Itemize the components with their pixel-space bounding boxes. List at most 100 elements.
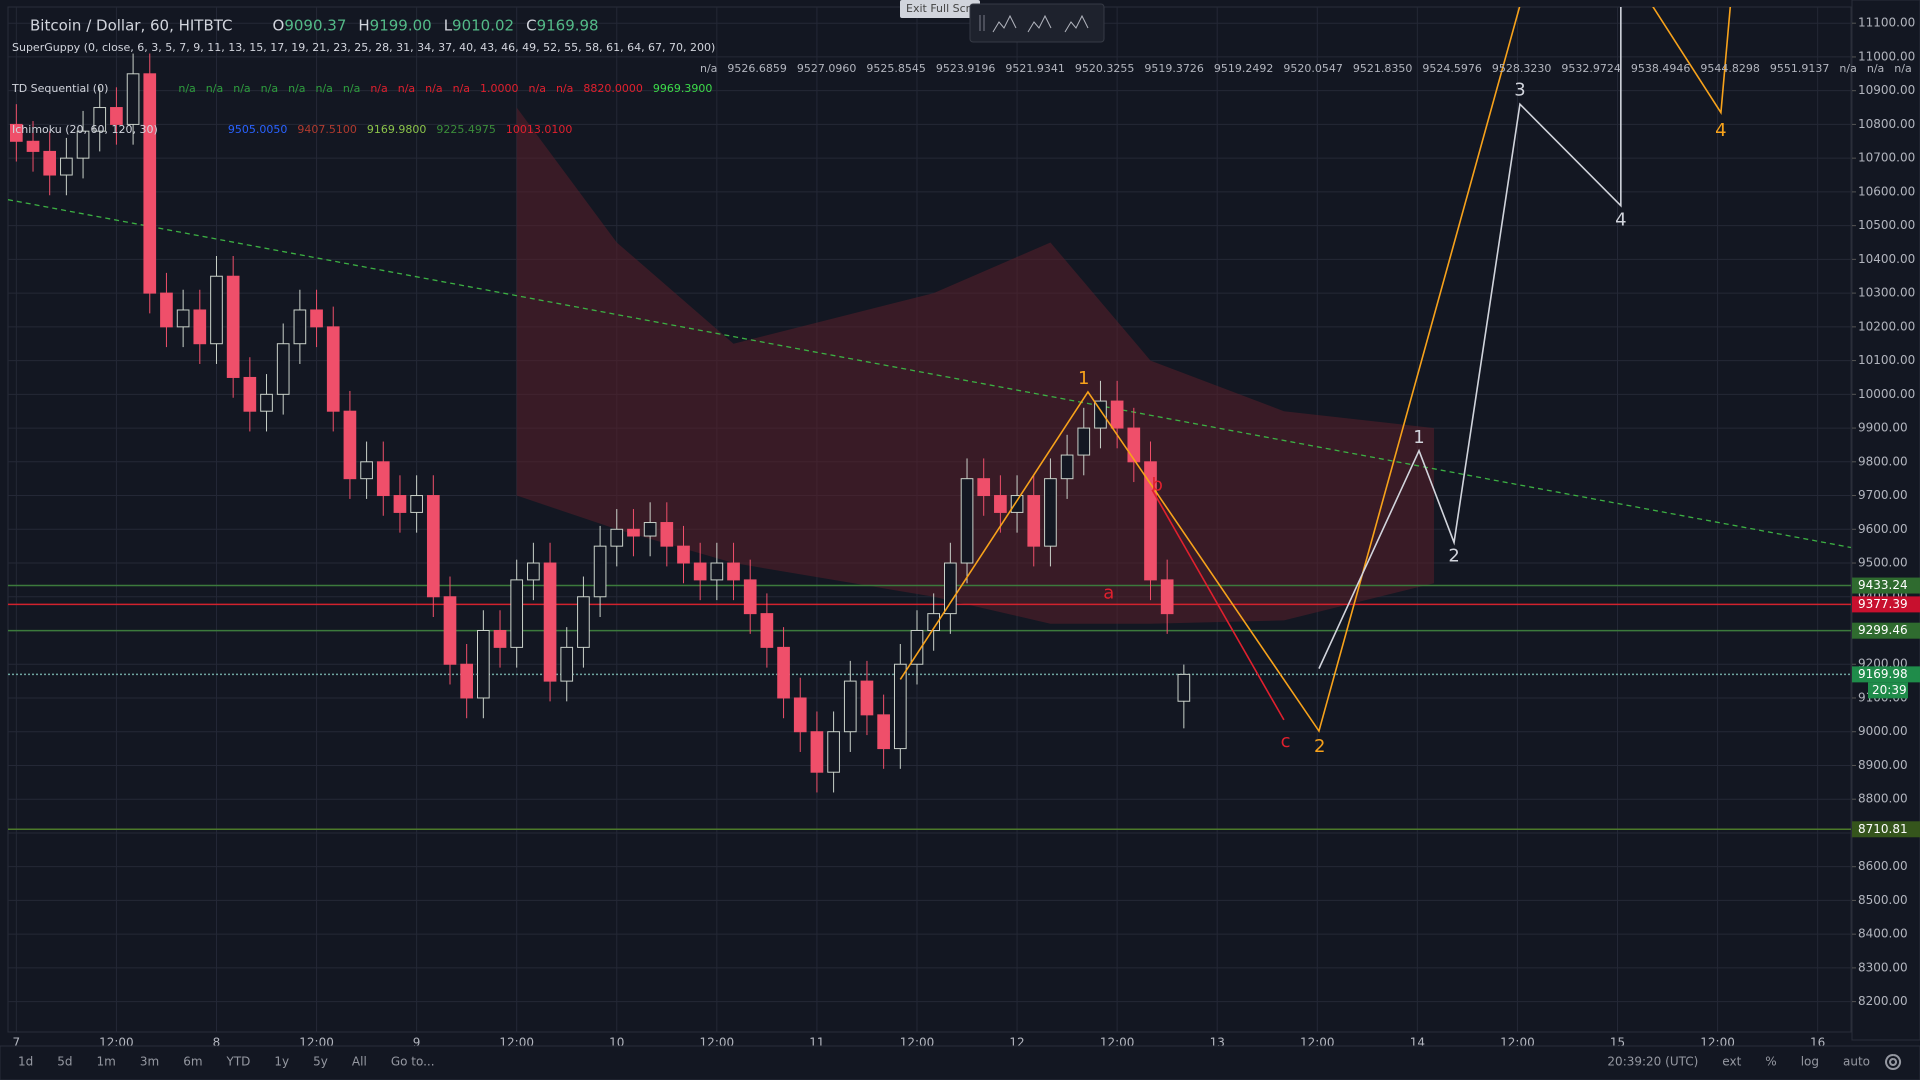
candle-body [960, 478, 974, 564]
candle-body [43, 150, 57, 176]
candle-body [810, 731, 824, 773]
candle-body [543, 562, 557, 682]
candle-body [1010, 495, 1024, 513]
tool-icon[interactable] [1027, 14, 1052, 33]
candle-body [793, 697, 807, 733]
indicator-value: n/a [556, 82, 573, 95]
candle-body [893, 663, 907, 750]
candle-body [176, 309, 190, 328]
candle-body [160, 292, 173, 328]
indicator-value: n/a [370, 82, 387, 95]
drawing-toolbar-bg [969, 3, 1105, 43]
indicator-value: 9532.9724 [1561, 62, 1621, 75]
candle-body [560, 646, 574, 682]
candle-body [743, 579, 757, 615]
wave-label: 1 [1413, 427, 1424, 448]
tool-icon[interactable] [992, 14, 1017, 33]
ohlc-value: 9199.00 [370, 17, 432, 35]
range-button[interactable]: Go to... [391, 1055, 435, 1069]
wave-label: 4 [1615, 210, 1626, 231]
candle-body [1110, 400, 1124, 429]
indicator-value: n/a [700, 62, 717, 75]
price-label-bg [1852, 577, 1920, 594]
toolbar-option[interactable]: % [1765, 1055, 1776, 1069]
candle-body [1144, 461, 1157, 581]
indicator-value: 9519.3726 [1144, 62, 1204, 75]
price-label: 9169.98 [1858, 667, 1908, 681]
candle-body [360, 461, 373, 480]
candle-body [477, 630, 490, 699]
y-tick-label: 10300.00 [1858, 286, 1915, 300]
y-tick-label: 9900.00 [1858, 421, 1908, 435]
price-label-bg [1852, 666, 1920, 683]
indicator-value: 9525.8545 [866, 62, 926, 75]
indicator-value: 8820.0000 [583, 82, 643, 95]
y-tick-label: 11000.00 [1858, 49, 1915, 63]
candle-body [1127, 427, 1141, 463]
candle-body [1160, 579, 1174, 615]
toolbar-option[interactable]: auto [1843, 1055, 1870, 1069]
candle-body [326, 326, 340, 412]
tool-icon[interactable] [1064, 14, 1089, 33]
ohlc-key: L [444, 17, 453, 35]
toolbar-option[interactable]: log [1801, 1055, 1819, 1069]
candle-body [977, 478, 991, 497]
indicator-name[interactable]: TD Sequential (0) [11, 82, 108, 95]
toolbar-option[interactable]: ext [1722, 1055, 1741, 1069]
indicator-value: 9407.5100 [297, 123, 357, 136]
range-button[interactable]: YTD [226, 1055, 251, 1069]
range-button[interactable]: 5y [313, 1055, 328, 1069]
candle-body [410, 495, 423, 513]
price-label: 8710.81 [1858, 822, 1908, 836]
indicator-value: 9521.9341 [1005, 62, 1065, 75]
plot: 1 2 4 1 2 3 4 a b c [8, 7, 1851, 831]
range-button[interactable]: 6m [183, 1055, 202, 1069]
candle-body [243, 376, 257, 412]
indicator-value: 9538.4946 [1631, 62, 1691, 75]
candle-body [1177, 673, 1191, 702]
candle-body [143, 73, 157, 294]
candle-body [443, 596, 457, 665]
indicator-value: n/a [1867, 62, 1884, 75]
indicator-name[interactable]: Ichimoku (20, 60, 120, 30) [12, 123, 158, 136]
indicator-value: 9524.5976 [1422, 62, 1482, 75]
price-label: 9299.46 [1858, 623, 1908, 637]
candle-body [460, 663, 474, 699]
indicator-name[interactable]: SuperGuppy (0, close, 6, 3, 5, 7, 9, 11,… [12, 41, 715, 54]
candle-body [677, 545, 690, 564]
indicator-value: 9521.8350 [1353, 62, 1413, 75]
indicator-value: n/a [453, 82, 470, 95]
tooltip-bg [900, 0, 980, 18]
wave-projection [899, 7, 1521, 733]
price-label-bg [1852, 596, 1920, 613]
drawing-toolbar[interactable] [969, 3, 1105, 43]
candle-body [693, 562, 707, 581]
wave-label: c [1281, 731, 1291, 752]
wave-label: 3 [1514, 80, 1525, 101]
range-button[interactable]: 5d [57, 1055, 72, 1069]
indicator-value: 9527.0960 [797, 62, 857, 75]
settings-icon[interactable] [1885, 1054, 1902, 1070]
indicator-value: 1.0000 [480, 82, 519, 95]
bottom-toolbar-items: 1d 5d 1m 3m 6m YTD 1y 5y All Go to... auto log% ext 2… [18, 1055, 1870, 1069]
range-button[interactable]: 1d [18, 1055, 33, 1069]
symbol-title[interactable]: Bitcoin / Dollar, 60, HITBTC [30, 17, 233, 35]
countdown: 20:39 [1872, 683, 1907, 697]
candle-body [877, 714, 890, 750]
drag-handle [979, 15, 985, 31]
candle-body [777, 646, 790, 699]
indicator-value: 9520.0547 [1283, 62, 1343, 75]
candle-body [994, 495, 1007, 513]
indicator-value: 9526.6859 [727, 62, 787, 75]
wave-label: a [1103, 582, 1114, 603]
range-button[interactable]: 1m [97, 1055, 116, 1069]
y-tick-label: 9600.00 [1858, 522, 1908, 536]
indicator-value: 9544.8298 [1700, 62, 1760, 75]
candle-body [593, 545, 607, 598]
candle-body [426, 495, 440, 598]
range-button[interactable]: 1y [274, 1055, 289, 1069]
indicator-value: n/a [398, 82, 415, 95]
range-button[interactable]: 3m [140, 1055, 159, 1069]
range-button[interactable]: All [352, 1055, 367, 1069]
bottom-toolbar [0, 1045, 1920, 1080]
